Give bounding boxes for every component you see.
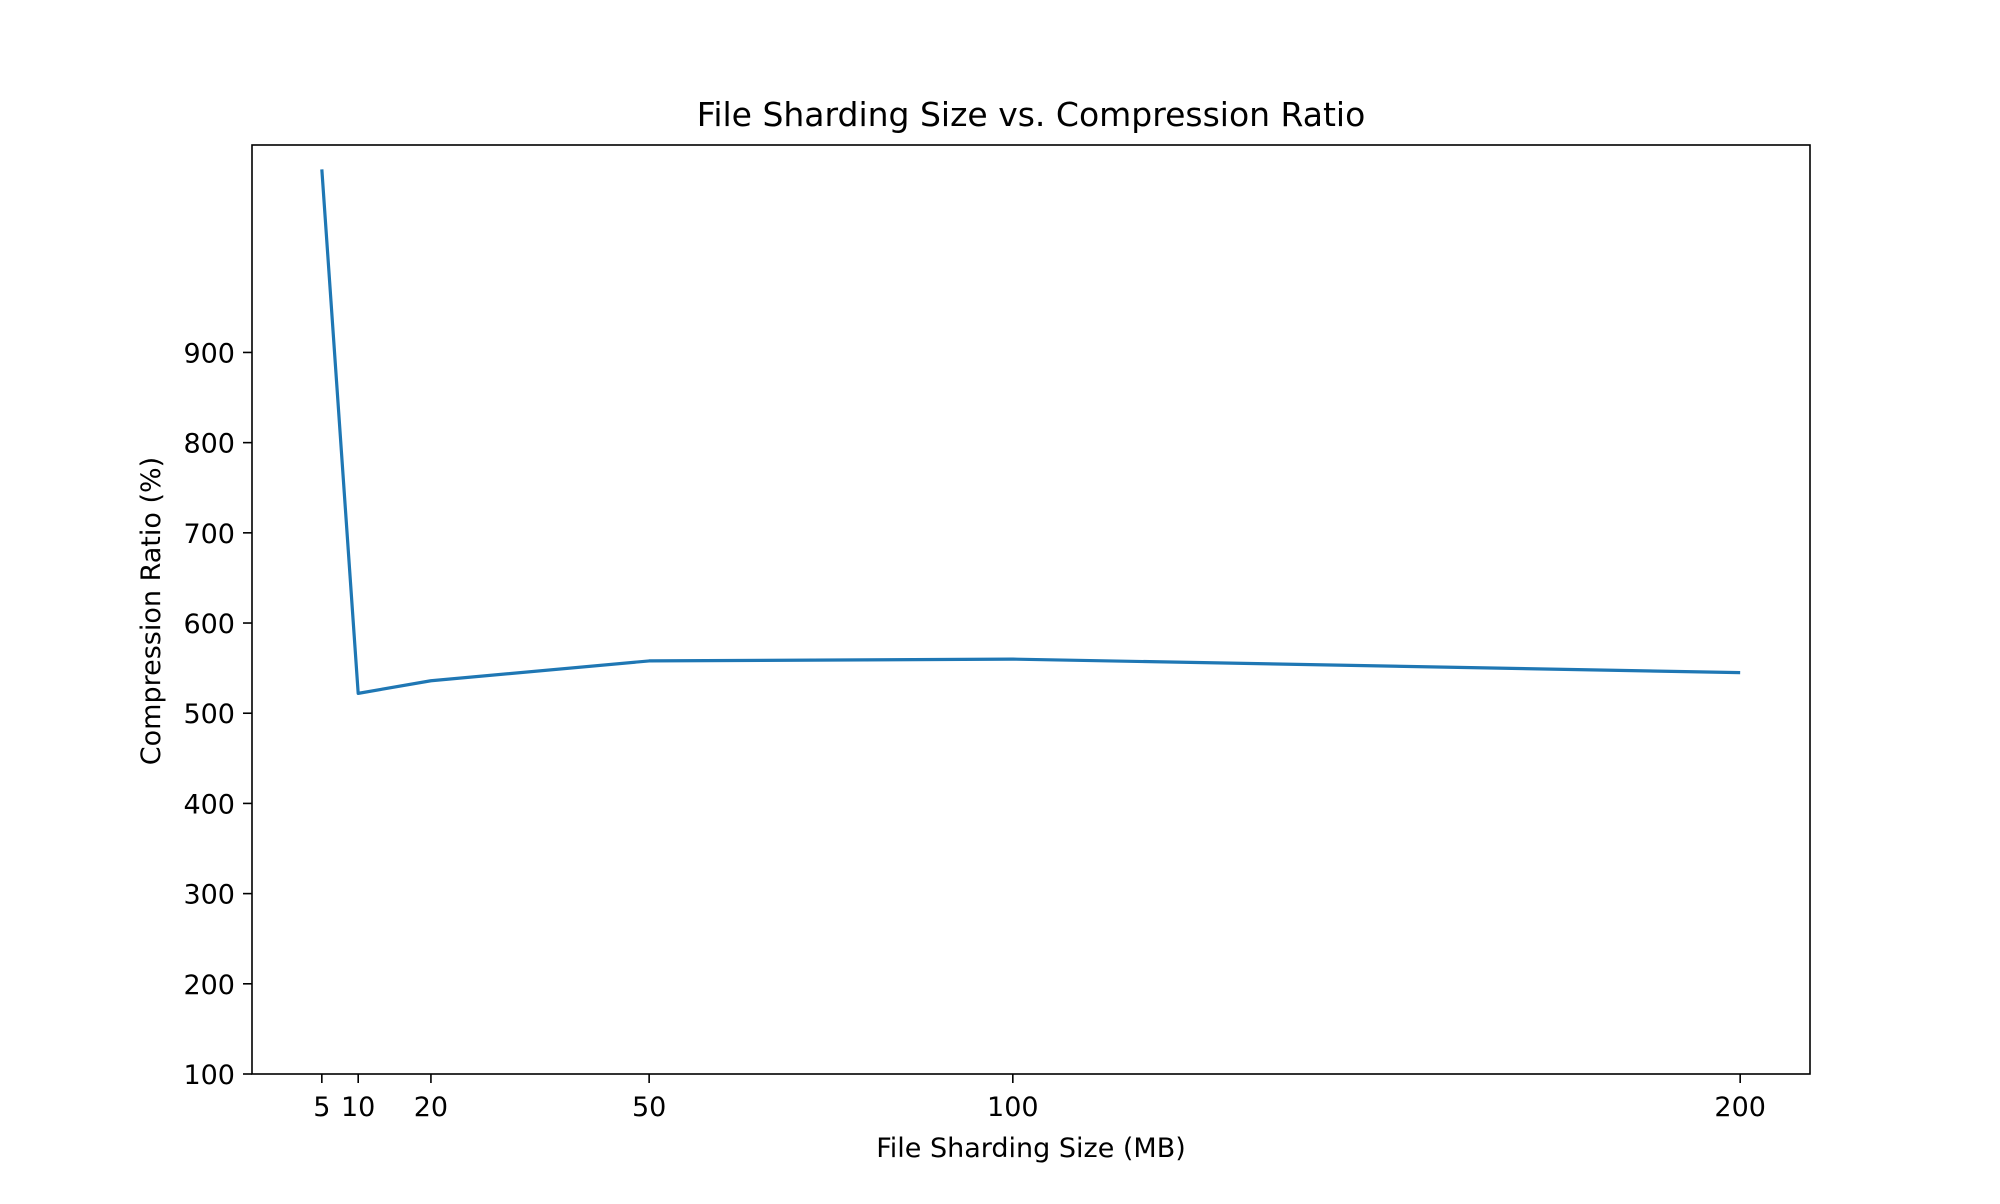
x-tick-label-100: 100 xyxy=(987,1092,1039,1123)
y-axis-label: Compression Ratio (%) xyxy=(136,457,167,765)
x-tick-label-200: 200 xyxy=(1714,1092,1766,1123)
y-tick-label-900: 900 xyxy=(183,338,235,369)
plot-area: 5 10 20 50 100 200 100 200 300 400 500 600 700 800 900 xyxy=(183,144,1811,1123)
chart-title: File Sharding Size vs. Compression Ratio xyxy=(697,95,1366,134)
y-tick-label-100: 100 xyxy=(183,1060,235,1091)
y-tick-label-700: 700 xyxy=(183,519,235,550)
y-tick-label-200: 200 xyxy=(183,970,235,1001)
x-tick-label-20: 20 xyxy=(414,1092,448,1123)
x-axis-label: File Sharding Size (MB) xyxy=(876,1133,1186,1164)
series-line-0 xyxy=(320,169,1741,695)
y-tick-label-500: 500 xyxy=(183,699,235,730)
y-tick-label-300: 300 xyxy=(183,880,235,911)
y-tick-label-600: 600 xyxy=(183,609,235,640)
x-tick-label-50: 50 xyxy=(632,1092,666,1123)
x-tick-label-5: 5 xyxy=(313,1092,330,1123)
y-tick-label-800: 800 xyxy=(183,429,235,460)
plot-frame xyxy=(251,144,1811,1075)
y-tick-label-400: 400 xyxy=(183,789,235,820)
x-tick-label-10: 10 xyxy=(341,1092,375,1123)
